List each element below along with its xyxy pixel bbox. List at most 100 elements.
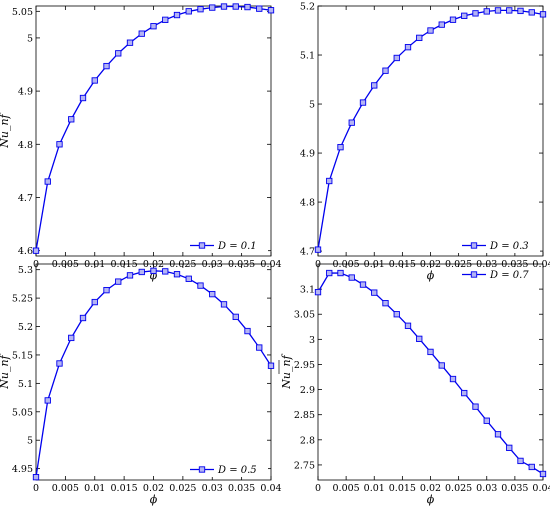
data-point [150,267,157,274]
y-tick-label: 4.8 [300,198,315,209]
data-point [472,403,479,410]
series-line [35,5,272,251]
x-tick-label: 0.04 [532,483,550,494]
x-tick-label: 0.035 [228,483,255,494]
y-axis-label: Nu_nf [0,112,11,148]
y-tick-label: 5.2 [300,2,315,13]
data-point [138,30,145,37]
data-point [103,286,110,294]
data-point [68,116,75,123]
data-point [337,269,344,277]
legend-box [458,267,540,282]
chart-panel-2: 00.0050.010.0150.020.0250.030.0350.044.7… [300,2,550,283]
y-tick-label: 5.05 [12,407,33,418]
data-point [150,23,157,30]
data-point [209,290,216,298]
plot-frame [35,5,272,257]
data-point [232,313,239,321]
plot-frame [317,5,544,257]
data-point [44,397,51,404]
data-point [472,10,479,17]
data-point [326,269,333,277]
x-tick-label: 0.015 [389,483,416,494]
data-point [79,314,87,322]
y-tick-label: 2.85 [294,410,315,421]
data-point [416,335,423,342]
y-tick-label: 4.95 [12,464,33,475]
x-tick-label: 0.025 [169,483,196,494]
y-axis-label: Nu_nf [280,353,293,389]
y-tick-label: 4.7 [18,193,33,204]
data-point [256,344,263,351]
y-tick-label: 5.05 [12,7,33,18]
data-point [185,275,192,282]
legend-label: D = 0.5 [217,465,257,476]
y-tick-label: 2.95 [294,360,315,371]
data-point [404,44,412,51]
data-point [461,12,468,19]
data-point [438,362,445,369]
data-point [162,268,169,275]
chart-panel-1: 00.0050.010.0150.020.0250.030.0350.044.6… [0,3,282,282]
data-point [173,11,181,19]
y-tick-label: 3 [309,335,315,346]
y-tick-label: 5 [309,100,315,111]
data-point [79,94,87,102]
data-point [220,301,228,308]
y-tick-label: 2.9 [300,385,315,396]
data-point [197,282,204,289]
x-tick-label: 0.01 [84,483,105,494]
legend-label: D = 0.3 [489,241,529,252]
data-point [382,67,389,74]
data-point [427,27,434,34]
data-point [539,11,547,18]
y-tick-label: 2.75 [294,460,315,471]
y-tick-label: 5 [27,33,33,44]
x-tick-label: 0.025 [445,483,472,494]
x-tick-label: 0.02 [420,483,441,494]
data-point [138,268,145,276]
data-point [517,457,524,465]
data-point [359,99,367,106]
data-point [393,311,400,318]
data-point [348,274,355,281]
legend-box [458,238,540,253]
x-tick-label: 0.01 [364,483,385,494]
y-tick-label: 5.25 [12,294,33,305]
x-tick-label: 0 [315,483,321,494]
x-tick-label: 0.03 [476,483,497,494]
x-axis-label: ϕ [150,269,158,282]
data-point [91,77,98,84]
data-point [393,54,400,62]
data-point [494,7,502,14]
data-point [427,348,434,356]
y-tick-label: 4.7 [300,247,315,258]
x-tick-label: 0.015 [111,483,138,494]
x-tick-label: 0.02 [143,483,164,494]
y-tick-label: 5.2 [18,322,33,333]
x-axis-label: ϕ [427,493,435,506]
data-point [244,327,251,335]
data-point [126,272,134,279]
data-point [197,6,204,13]
data-point [126,39,134,46]
data-point [232,3,239,10]
series-line [317,272,544,475]
data-point [461,389,468,397]
data-point [220,3,228,10]
y-tick-label: 2.8 [300,435,315,446]
data-point [359,281,367,288]
x-tick-label: 0.03 [202,483,223,494]
legend-label: D = 0.7 [489,270,529,281]
y-tick-label: 5 [27,436,33,447]
chart-panel-4: 0 0.005 0.01 0.015 0.02 0.025 0.03 0.035 0.04 2.7… [278,263,550,506]
data-point [32,474,40,481]
data-point [404,322,412,329]
data-point [91,298,98,306]
data-point [449,375,457,383]
data-point [539,470,547,478]
y-tick-label: 4.6 [18,246,33,257]
data-point [185,8,192,15]
data-point [314,246,322,253]
data-point [44,178,51,185]
